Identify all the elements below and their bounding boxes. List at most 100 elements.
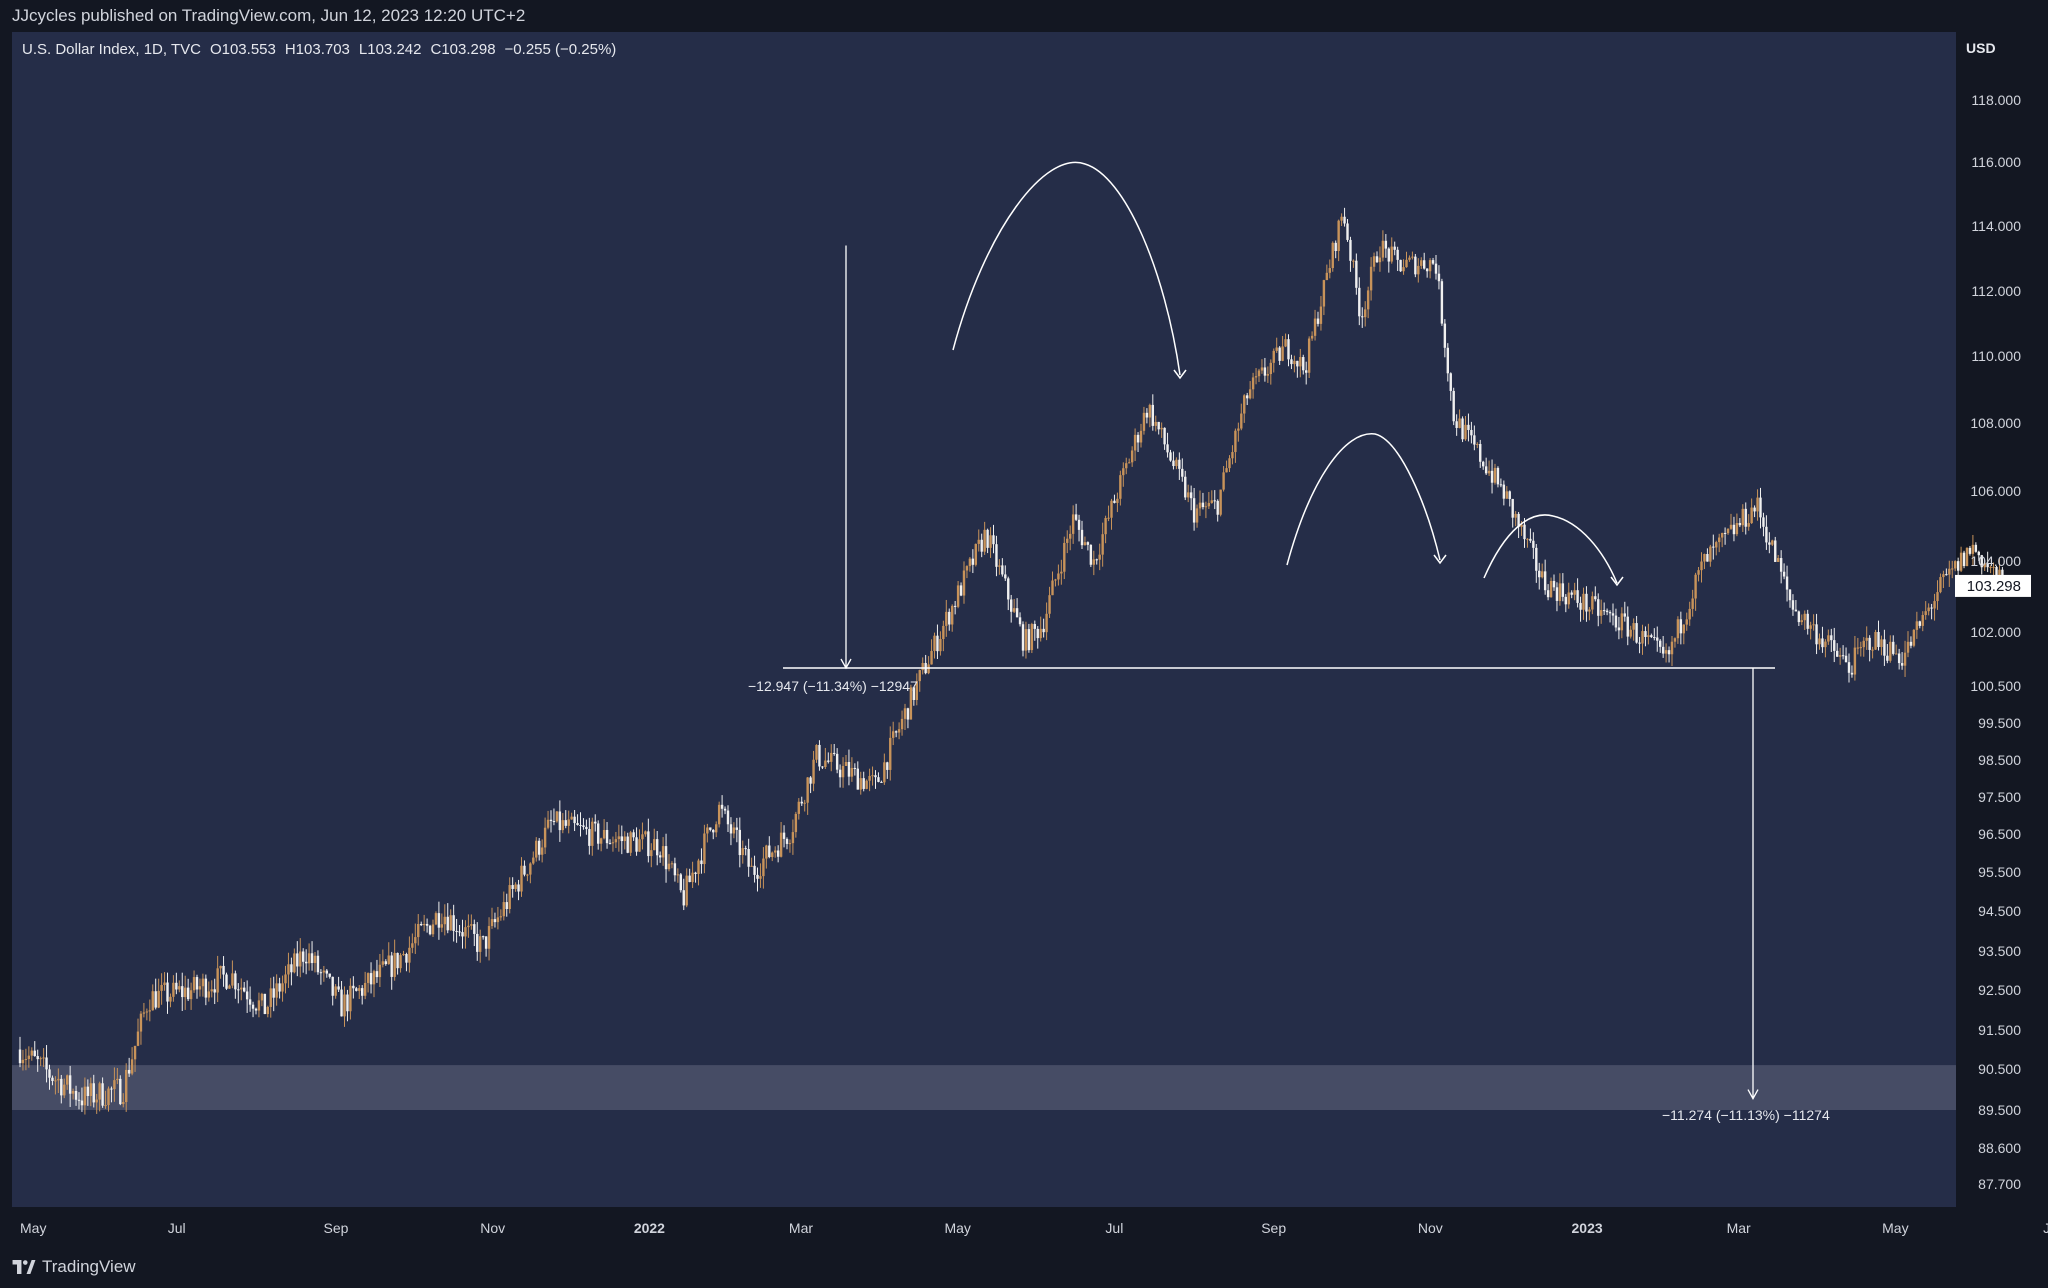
candle — [499, 909, 503, 921]
candle — [1414, 253, 1417, 278]
candle — [1856, 637, 1860, 655]
candle — [1924, 601, 1927, 620]
x-tick-label: 2022 — [634, 1220, 665, 1236]
candle — [1588, 607, 1591, 621]
candle — [163, 972, 166, 991]
y-tick-label: 93.500 — [1978, 943, 2021, 959]
candle — [709, 827, 712, 832]
candle — [266, 1005, 269, 1018]
candle — [299, 938, 302, 978]
candle — [1396, 246, 1399, 271]
candle — [779, 822, 783, 858]
x-tick-label: Jul — [1105, 1220, 1123, 1236]
y-tick-label: 92.500 — [1978, 982, 2021, 998]
candle — [1378, 246, 1382, 272]
candle — [1281, 335, 1284, 362]
candle — [1027, 623, 1031, 653]
candle — [393, 939, 396, 981]
candle — [909, 684, 913, 720]
candle — [517, 879, 520, 901]
time-axis[interactable] — [0, 1207, 1956, 1250]
candle — [355, 986, 358, 992]
candle — [1582, 587, 1585, 620]
candle — [1366, 286, 1370, 319]
candle — [658, 851, 662, 863]
candle — [1850, 665, 1854, 678]
candle — [1700, 552, 1703, 583]
candle — [1532, 532, 1535, 559]
candle — [1473, 425, 1476, 451]
candle — [189, 982, 193, 1010]
candle — [1897, 648, 1901, 670]
candle — [661, 837, 665, 866]
candle — [1302, 354, 1305, 375]
candle — [1538, 562, 1541, 590]
candle — [154, 978, 157, 1010]
candle — [1853, 635, 1857, 681]
candle — [676, 868, 680, 883]
candle — [1187, 484, 1190, 503]
candle — [1243, 394, 1246, 423]
candle — [107, 1086, 110, 1112]
candle — [1390, 237, 1393, 264]
candle — [45, 1045, 48, 1083]
candle — [892, 721, 895, 746]
price-axis[interactable] — [1956, 32, 2048, 1250]
x-tick-label: May — [1882, 1220, 1908, 1236]
candle — [1479, 439, 1482, 468]
candle — [809, 776, 812, 794]
candle — [493, 912, 497, 928]
candle — [343, 986, 346, 1027]
candle — [1372, 252, 1376, 272]
candle — [989, 527, 992, 558]
chart-panel[interactable] — [12, 32, 1956, 1207]
candle — [1909, 636, 1913, 649]
x-tick-label: Nov — [480, 1220, 505, 1236]
candle — [1455, 414, 1458, 436]
candle — [89, 1077, 92, 1107]
candle — [520, 857, 523, 897]
x-tick-label: Sep — [1261, 1220, 1286, 1236]
candle — [254, 1007, 258, 1015]
candle — [414, 923, 417, 954]
candle — [821, 766, 824, 770]
y-tick-label: 89.500 — [1978, 1102, 2021, 1118]
candle — [1452, 387, 1455, 426]
candle — [263, 993, 267, 1015]
candle — [228, 984, 231, 989]
candle — [859, 771, 862, 795]
legend-symbol: U.S. Dollar Index, 1D, TVC — [22, 41, 201, 58]
candle — [1942, 570, 1945, 589]
candle — [1361, 307, 1364, 328]
candle — [806, 777, 809, 815]
candle — [399, 953, 402, 973]
candle — [567, 810, 570, 834]
candle — [1293, 355, 1296, 373]
candle — [1830, 628, 1833, 653]
candle — [1045, 602, 1048, 641]
candle — [1095, 558, 1098, 565]
candle — [602, 819, 606, 840]
candle — [585, 819, 588, 835]
x-tick-label: Jul — [168, 1220, 186, 1236]
candle — [1299, 348, 1302, 378]
tradingview-logo[interactable]: TradingView — [12, 1257, 136, 1277]
candle — [1821, 626, 1824, 653]
candle — [1166, 432, 1169, 458]
candle — [1723, 527, 1727, 545]
candle — [1753, 505, 1756, 518]
candle — [1181, 458, 1184, 482]
candle — [635, 827, 638, 856]
candle — [1779, 550, 1783, 584]
candle — [1774, 536, 1777, 563]
candle — [240, 978, 243, 1001]
candle — [1496, 466, 1500, 488]
candle — [1446, 343, 1449, 382]
candle — [1511, 498, 1514, 528]
candle — [1508, 490, 1511, 507]
candle — [122, 1093, 125, 1108]
candle — [1195, 504, 1199, 528]
candle — [1782, 563, 1786, 580]
candle — [1827, 629, 1830, 645]
